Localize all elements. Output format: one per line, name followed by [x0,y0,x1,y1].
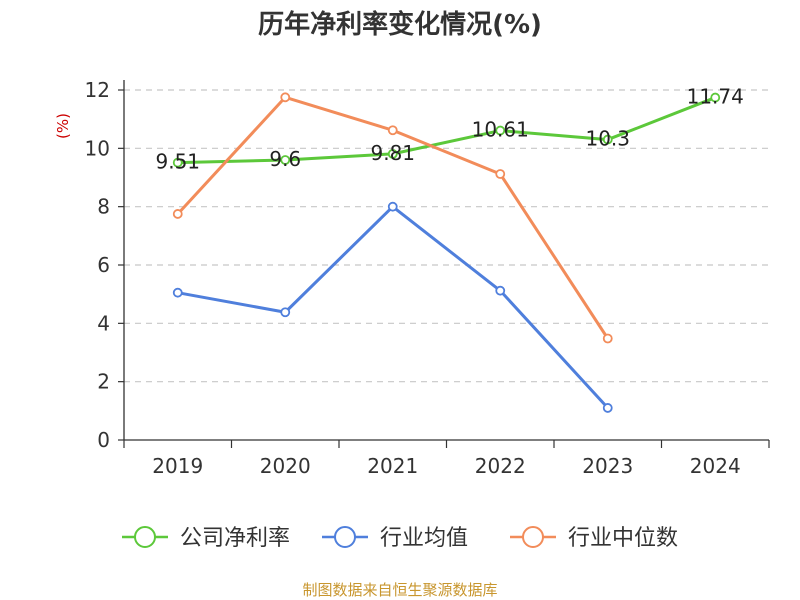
data-point [280,92,291,103]
legend-label: 行业均值 [380,526,468,551]
data-point [172,209,183,219]
x-tick-label: 2022 [475,454,526,478]
x-tick-label: 2024 [690,454,741,478]
data-point [495,169,506,179]
legend-label: 公司净利率 [180,526,290,551]
data-point [172,287,183,298]
data-label: 9.51 [155,150,200,174]
x-tick-label: 2021 [367,454,418,478]
data-label: 9.81 [370,141,415,165]
data-point [387,201,398,212]
data-label: 10.61 [472,118,529,142]
gridlines [124,89,769,383]
legend-marker [522,526,544,548]
chart-title: 历年净利率变化情况(%) [258,9,542,40]
data-labels: 9.51 9.6 9.81 10.61 10.3 11.74 [155,85,743,174]
legend-marker [134,526,156,548]
data-point [387,125,398,136]
series-2 [172,92,613,344]
series-line [177,205,609,409]
data-point [387,148,398,159]
series-0 [172,92,721,168]
data-label: 10.3 [585,127,630,151]
data-point [602,134,613,145]
y-tick-label: 12 [85,78,110,102]
data-point [710,92,721,103]
data-point [280,307,291,318]
series-line [177,96,716,165]
y-tick-label: 4 [97,311,110,335]
source-note: 制图数据来自恒生聚源数据库 [302,581,497,599]
data-label: 11.74 [687,85,744,109]
y-axis-unit-label: (%) [54,113,72,139]
x-tick-label: 2020 [260,454,311,478]
y-tick-label: 6 [97,253,110,277]
legend-label: 行业中位数 [568,526,678,551]
data-point [602,333,613,344]
legend: 公司净利率 行业均值 行业中位数 [122,526,678,551]
y-tick-label: 0 [97,428,110,452]
series-1 [172,201,613,413]
y-tick-label: 2 [97,370,110,394]
x-tick-label: 2019 [152,454,203,478]
data-point [280,155,291,165]
y-tick-label: 8 [97,195,110,219]
legend-marker [334,526,356,548]
data-point [602,403,613,413]
axes: 0 2 4 6 8 10 12 2019 2020 2021 2022 2023 2024 [85,78,770,478]
data-point [172,157,183,168]
data-label: 9.6 [269,147,301,171]
data-point [495,125,506,136]
series-lines [172,92,721,413]
data-point [495,285,506,296]
x-tick-label: 2023 [582,454,633,478]
y-tick-label: 10 [85,136,110,160]
